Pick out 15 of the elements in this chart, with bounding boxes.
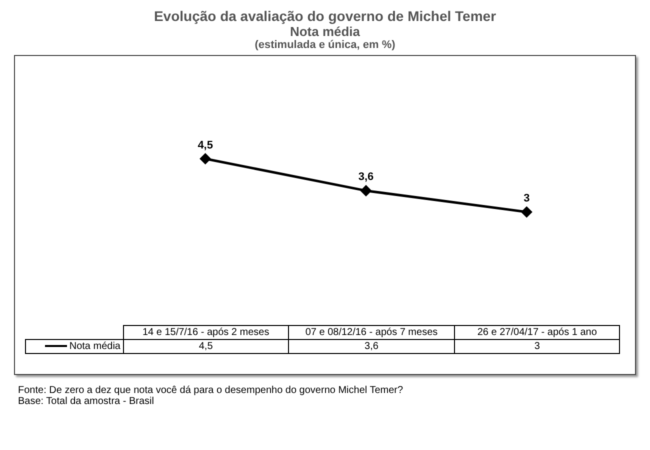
text: (estimulada e única, em %) [254,39,396,51]
chart-title: Evolução da avaliação do governo de Michel Temer [152,8,498,24]
x-tick-label: 07 e 08/12/16 - após 7 meses [288,326,454,340]
source-note: Fonte: De zero a dez que nota você dá para o desempenho do governo Michel Temer? [18,385,404,396]
x-tick-label: 26 e 27/04/17 - após 1 ano [454,326,620,340]
data-label: 3,6 [288,340,454,354]
text: Base: Total da amostra - Brasil [18,396,155,407]
text: 4,5 [198,139,213,152]
chart-subtitle: Nota média [288,24,362,39]
text: 3,6 [358,171,374,184]
data-label: 3 [454,340,620,354]
legend-label: Nota média [26,340,123,354]
text: 3 [524,192,530,205]
data-label: 4,5 [123,340,289,354]
x-tick-label: 14 e 15/7/16 - após 2 meses [123,326,289,340]
